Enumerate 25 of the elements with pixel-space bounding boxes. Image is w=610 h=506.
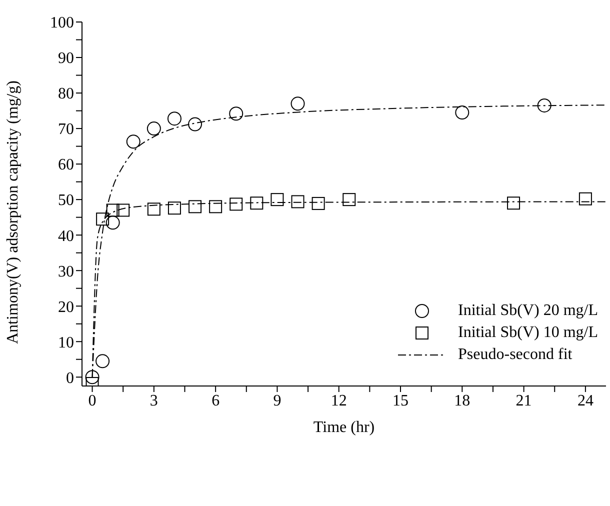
y-tick-label: 60	[58, 156, 74, 174]
y-tick-label: 70	[58, 121, 74, 138]
x-tick-label: 18	[454, 392, 470, 410]
x-tick-label: 3	[150, 392, 158, 410]
y-tick-label: 50	[58, 192, 74, 210]
y-tick-label: 20	[58, 298, 74, 316]
x-axis-title: Time (hr)	[313, 419, 375, 436]
y-tick-label: 0	[66, 370, 74, 387]
y-tick-label: 40	[58, 228, 74, 245]
y-tick-label: 80	[58, 86, 74, 103]
y-tick-label: 100	[50, 14, 74, 32]
x-tick-label: 15	[392, 392, 409, 410]
legend-label: Initial Sb(V) 10 mg/L	[458, 324, 598, 342]
x-tick-label: 12	[330, 392, 347, 410]
y-tick-label: 90	[58, 50, 74, 68]
x-tick-label: 0	[88, 392, 96, 410]
x-tick-label: 24	[577, 392, 594, 410]
x-tick-label: 9	[273, 392, 282, 410]
y-axis-title: Antimony(V) adsorption capacity (mg/g)	[4, 80, 22, 344]
x-tick-label: 6	[212, 392, 220, 410]
x-tick-label: 21	[516, 392, 532, 410]
y-tick-label: 10	[58, 334, 74, 352]
legend-label: Pseudo-second fit	[458, 346, 572, 364]
legend-label: Initial Sb(V) 20 mg/L	[458, 302, 598, 320]
y-tick-label: 30	[58, 263, 74, 280]
